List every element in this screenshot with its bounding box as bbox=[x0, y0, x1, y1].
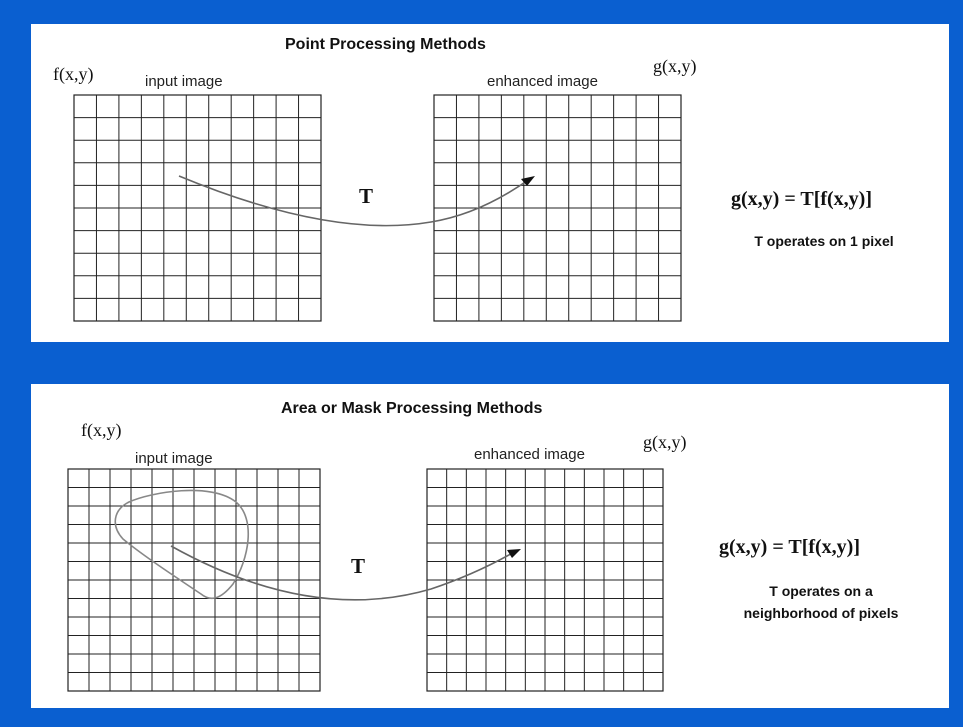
point-output-grid bbox=[433, 94, 682, 322]
point-note: T operates on 1 pixel bbox=[721, 230, 927, 252]
point-diagram bbox=[73, 94, 682, 322]
neighborhood-mask-outline bbox=[114, 489, 249, 600]
area-formula: g(x,y) = T[f(x,y)] bbox=[719, 536, 860, 558]
area-output-grid bbox=[426, 468, 664, 692]
area-note-line-1: T operates on a bbox=[769, 583, 873, 599]
area-input-caption: input image bbox=[135, 450, 213, 467]
point-transform-arrow bbox=[178, 175, 532, 227]
area-panel-title: Area or Mask Processing Methods bbox=[281, 400, 543, 417]
point-input-function-label: f(x,y) bbox=[53, 64, 94, 84]
point-arrow-head bbox=[521, 176, 535, 186]
point-note-line: T operates on 1 pixel bbox=[754, 233, 894, 249]
area-transform-arrow bbox=[170, 545, 517, 601]
area-processing-panel: Area or Mask Processing Methods f(x,y) i… bbox=[31, 384, 949, 708]
area-arrow-head bbox=[507, 549, 521, 558]
area-transform-label: T bbox=[351, 554, 366, 578]
area-output-caption: enhanced image bbox=[474, 446, 585, 463]
point-transform-label: T bbox=[359, 184, 374, 208]
point-output-caption: enhanced image bbox=[487, 73, 598, 90]
point-input-grid bbox=[73, 94, 322, 322]
area-note-line-2: neighborhood of pixels bbox=[743, 605, 899, 621]
point-processing-panel: Point Processing Methods f(x,y) input im… bbox=[31, 24, 949, 342]
area-note: T operates on a neighborhood of pixels bbox=[707, 580, 935, 624]
area-diagram bbox=[67, 468, 664, 692]
point-formula: g(x,y) = T[f(x,y)] bbox=[731, 188, 872, 210]
area-output-function-label: g(x,y) bbox=[643, 432, 687, 452]
area-input-grid bbox=[67, 468, 321, 692]
point-output-function-label: g(x,y) bbox=[653, 56, 697, 76]
point-panel-title: Point Processing Methods bbox=[285, 36, 486, 53]
area-input-function-label: f(x,y) bbox=[81, 420, 122, 440]
point-input-caption: input image bbox=[145, 73, 223, 90]
